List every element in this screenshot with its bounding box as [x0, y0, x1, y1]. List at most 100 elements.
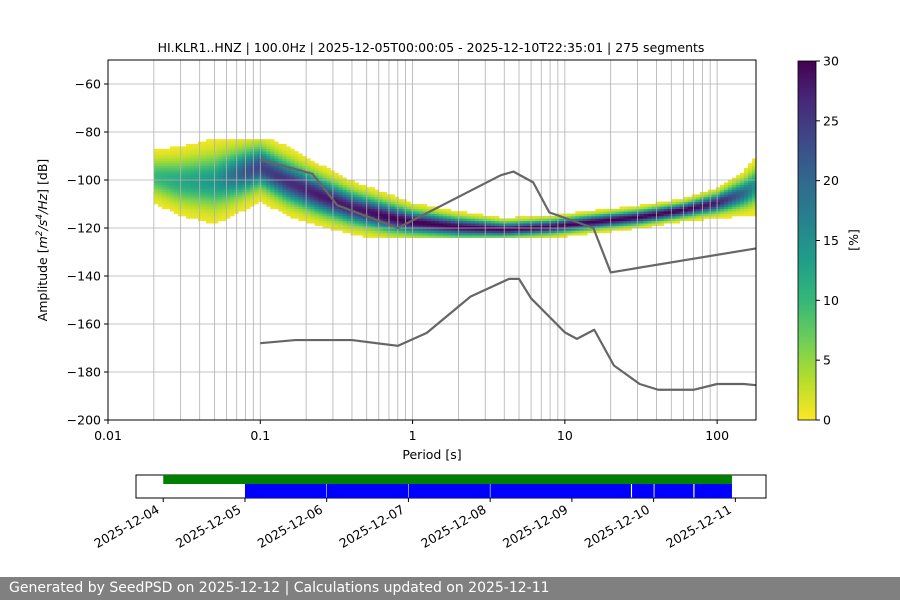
- psd-cell: [683, 213, 689, 217]
- psd-cell: [563, 235, 568, 238]
- psd-cell: [462, 230, 468, 234]
- psd-cell: [743, 189, 749, 193]
- psd-cell: [254, 184, 259, 188]
- psd-cell: [318, 220, 323, 224]
- psd-cell: [153, 168, 159, 171]
- psd-cell: [310, 170, 315, 174]
- psd-cell: [266, 184, 271, 188]
- psd-cell: [202, 184, 207, 188]
- psd-cell: [583, 213, 588, 217]
- psd-cell: [739, 187, 745, 190]
- psd-cell: [366, 225, 371, 229]
- psd-cell: [302, 216, 307, 219]
- psd-cell: [647, 213, 652, 217]
- psd-cell: [567, 213, 572, 217]
- psd-cell: [274, 206, 279, 210]
- psd-cell: [246, 172, 251, 176]
- psd-cell: [177, 189, 183, 193]
- psd-cell: [474, 225, 480, 229]
- psd-cell: [266, 148, 271, 152]
- psd-cell: [607, 213, 612, 217]
- psd-cell: [466, 235, 472, 238]
- psd-cell: [254, 148, 259, 152]
- psd-cell: [262, 156, 267, 159]
- psd-cell: [189, 156, 195, 159]
- psd-cell: [611, 218, 616, 222]
- psd-cell: [519, 225, 524, 229]
- psd-cell: [591, 213, 596, 217]
- psd-cell: [342, 213, 347, 217]
- psd-cell: [206, 194, 211, 198]
- psd-cell: [414, 235, 420, 238]
- psd-cell: [491, 225, 496, 229]
- psd-cell: [173, 206, 179, 210]
- psd-cell: [659, 206, 664, 210]
- psd-cell: [310, 163, 315, 166]
- psd-cell: [354, 187, 359, 190]
- psd-cell: [374, 211, 379, 214]
- psd-cell: [254, 199, 259, 202]
- psd-cell: [302, 163, 307, 166]
- psd-cell: [214, 196, 219, 200]
- psd-cell: [302, 156, 307, 159]
- psd-cell: [583, 218, 588, 222]
- psd-cell: [181, 206, 187, 210]
- psd-cell: [479, 220, 484, 224]
- psd-cell: [189, 213, 195, 217]
- psd-cell: [210, 213, 215, 217]
- psd-cell: [647, 211, 652, 214]
- psd-cell: [246, 180, 251, 183]
- psd-cell: [181, 199, 187, 202]
- psd-cell: [575, 228, 580, 231]
- psd-cell: [567, 216, 572, 219]
- psd-cell: [214, 204, 219, 207]
- psd-cell: [627, 211, 632, 214]
- psd-cell: [727, 196, 733, 200]
- psd-cell: [161, 180, 167, 183]
- psd-cell: [402, 206, 408, 210]
- psd-cell: [177, 160, 183, 164]
- psd-cell: [547, 235, 552, 238]
- psd-cell: [350, 213, 355, 217]
- psd-cell: [290, 208, 295, 212]
- psd-cell: [177, 204, 183, 207]
- psd-cell: [234, 170, 239, 174]
- psd-cell: [643, 220, 648, 224]
- psd-cell: [390, 216, 395, 219]
- psd-cell: [306, 213, 311, 217]
- psd-cell: [254, 160, 259, 164]
- psd-cell: [306, 199, 311, 202]
- psd-cell: [173, 194, 179, 198]
- psd-cell: [603, 213, 608, 217]
- psd-cell: [198, 196, 203, 200]
- psd-cell: [559, 218, 564, 222]
- psd-cell: [667, 201, 672, 205]
- psd-cell: [743, 184, 749, 188]
- psd-cell: [302, 196, 307, 200]
- psd-cell: [198, 160, 203, 164]
- psd-cell: [189, 175, 195, 178]
- psd-cell: [603, 230, 608, 234]
- psd-cell: [193, 144, 199, 147]
- psd-cell: [491, 216, 496, 219]
- psd-cell: [382, 211, 387, 214]
- psd-cell: [354, 184, 359, 188]
- psd-cell: [226, 180, 231, 183]
- psd-cell: [169, 175, 175, 178]
- psd-cell: [169, 153, 175, 157]
- psd-cell: [342, 204, 347, 207]
- psd-cell: [226, 192, 231, 195]
- psd-cell: [390, 228, 395, 231]
- psd-cell: [515, 235, 520, 238]
- psd-cell: [623, 211, 628, 214]
- psd-cell: [290, 199, 295, 202]
- psd-cell: [350, 184, 355, 188]
- psd-cell: [663, 220, 668, 224]
- psd-cell: [334, 189, 339, 193]
- psd-cell: [234, 177, 239, 181]
- psd-cell: [567, 225, 572, 229]
- psd-cell: [306, 172, 311, 176]
- psd-cell: [723, 213, 729, 217]
- psd-cell: [683, 216, 689, 219]
- psd-cell: [306, 216, 311, 219]
